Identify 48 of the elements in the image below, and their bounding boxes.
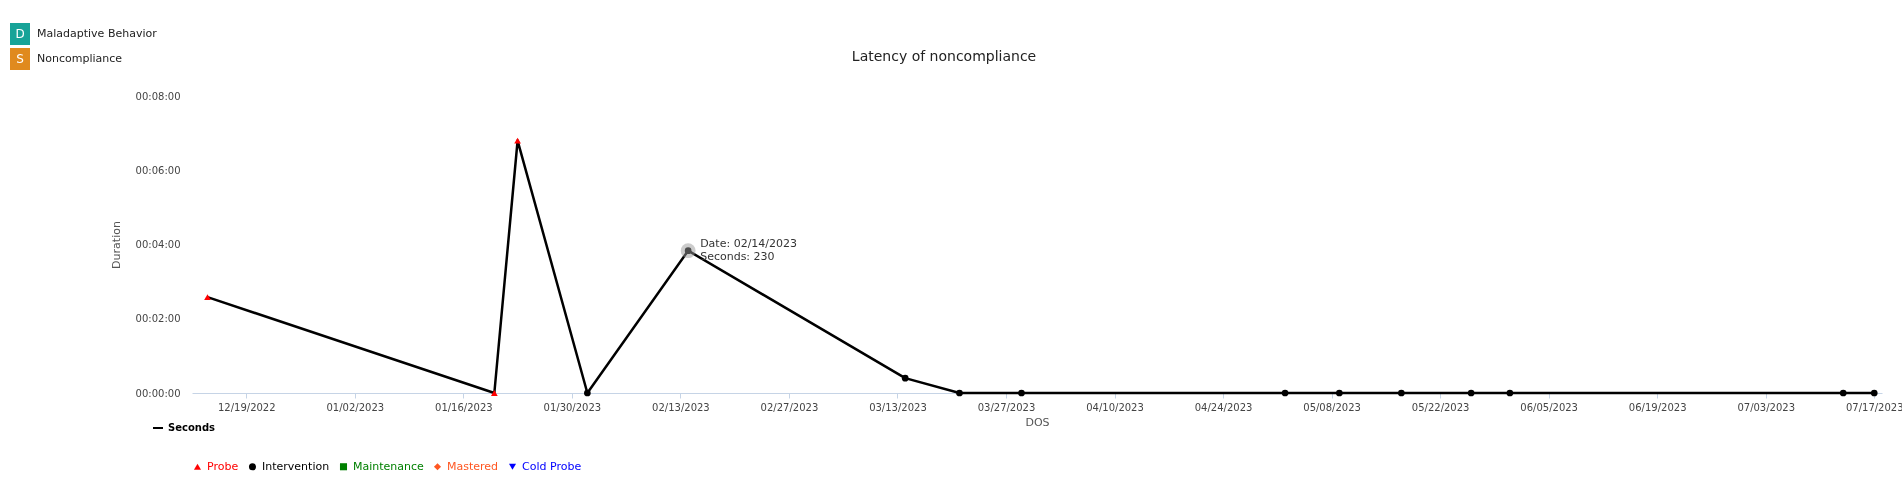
point bbox=[1398, 389, 1405, 397]
x-tick-label: 02/27/2023 bbox=[760, 401, 819, 413]
x-tick-label: 07/03/2023 bbox=[1737, 401, 1796, 413]
y-tick-label: 00:08:00 bbox=[135, 90, 181, 102]
x-tick-label: 03/13/2023 bbox=[869, 401, 927, 413]
point bbox=[956, 389, 963, 397]
x-tick-label: 06/19/2023 bbox=[1628, 401, 1687, 413]
y-tick-label: 00:00:00 bbox=[135, 387, 181, 399]
x-tick-label: 02/13/2023 bbox=[652, 401, 710, 413]
legend-label: Cold Probe bbox=[522, 459, 582, 473]
legend-label: Mastered bbox=[447, 459, 499, 473]
x-tick-label: 04/24/2023 bbox=[1194, 401, 1253, 413]
legend-label: Maintenance bbox=[353, 459, 425, 473]
text: S bbox=[16, 52, 24, 66]
x-tick-label: 05/08/2023 bbox=[1303, 401, 1361, 413]
x-tick-label: 03/27/2023 bbox=[977, 401, 1036, 413]
y-tick-label: 00:04:00 bbox=[135, 239, 181, 250]
legend-label: Intervention bbox=[262, 459, 330, 473]
point bbox=[1839, 389, 1847, 397]
y-tick-label: 00:02:00 bbox=[135, 313, 181, 325]
x-tick-label: 04/10/2023 bbox=[1086, 401, 1144, 413]
y-tick-label: 00:06:00 bbox=[135, 164, 181, 176]
x-tick-label: 01/30/2023 bbox=[543, 401, 602, 413]
point bbox=[1467, 389, 1475, 397]
point bbox=[1506, 389, 1514, 397]
point bbox=[1870, 389, 1878, 397]
x-tick-label: 01/02/2023 bbox=[326, 401, 385, 413]
text: D bbox=[15, 27, 25, 41]
annotation: Date: 02/14/2023 Seconds: 230 bbox=[700, 236, 798, 263]
y-axis-title: Duration bbox=[109, 221, 123, 269]
x-tick-label: 12/19/2022 bbox=[217, 401, 276, 413]
point bbox=[490, 390, 498, 396]
x-axis-title: DOS bbox=[1025, 415, 1050, 429]
x-tick-label: 06/05/2023 bbox=[1520, 401, 1578, 413]
point bbox=[901, 374, 909, 382]
point bbox=[1018, 389, 1025, 397]
point bbox=[1335, 389, 1343, 397]
legend-label: Probe bbox=[207, 459, 239, 473]
legend-label: Seconds bbox=[168, 422, 216, 433]
point bbox=[1281, 389, 1289, 397]
x-tick-label: 01/16/2023 bbox=[435, 401, 493, 413]
point bbox=[204, 294, 211, 300]
x-tick-label: 07/17/2023 bbox=[1845, 401, 1902, 413]
point bbox=[584, 389, 591, 397]
text: Noncompliance bbox=[37, 52, 123, 65]
text: Maladaptive Behavior bbox=[37, 27, 158, 40]
x-tick-label: 05/22/2023 bbox=[1411, 401, 1470, 413]
chart-title: Latency of noncompliance bbox=[851, 48, 1037, 64]
